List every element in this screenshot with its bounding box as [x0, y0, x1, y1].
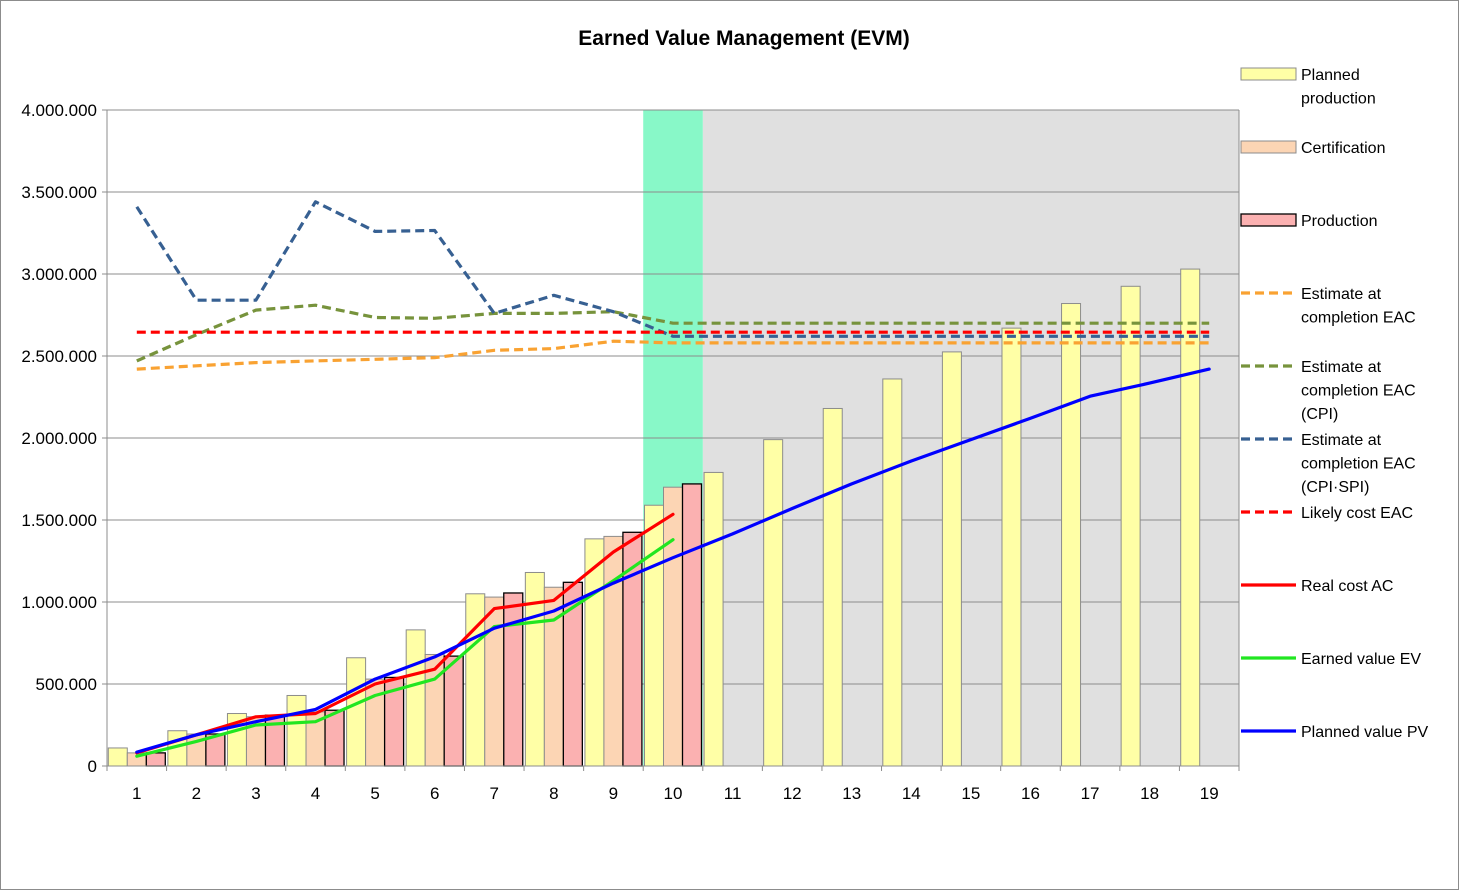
- legend-swatch-planned-production: [1240, 67, 1297, 81]
- y-tick-label: 1.000.000: [21, 593, 97, 612]
- legend-label-line: Estimate at: [1301, 359, 1382, 376]
- bar-planned-production: [1061, 303, 1082, 767]
- legend-label-certification: Certification: [1301, 140, 1385, 157]
- x-tick-label: 9: [609, 784, 618, 803]
- bar-planned-production: [286, 694, 307, 767]
- legend-label-line: Planned: [1301, 67, 1360, 84]
- x-tick-label: 13: [842, 784, 861, 803]
- legend-label-line: Production: [1301, 213, 1378, 230]
- bar-planned-production: [703, 471, 724, 767]
- line-estimate-at-completion-eac-cpi: [136, 303, 1210, 363]
- x-tick-label: 3: [251, 784, 260, 803]
- x-tick-label: 12: [783, 784, 802, 803]
- legend-label-likely-cost-eac: Likely cost EAC: [1301, 505, 1413, 522]
- line-series: [135, 200, 1211, 758]
- legend-label-line: (CPI): [1301, 406, 1338, 423]
- axes: 0 500.000 1.000.000 1.500.000 2.000.000 2.500…: [21, 101, 1240, 803]
- bar-planned-production: [644, 504, 664, 767]
- bar-certification: [663, 486, 683, 767]
- line-earned-value-ev: [135, 538, 675, 758]
- x-tick-label: 6: [430, 784, 439, 803]
- legend-label-line: Estimate at: [1301, 286, 1382, 303]
- bar-planned-production: [763, 439, 784, 767]
- legend-swatch-production: [1240, 213, 1297, 227]
- x-tick-label: 5: [370, 784, 379, 803]
- x-tick-label: 17: [1081, 784, 1100, 803]
- legend-label-line: (CPI·SPI): [1301, 479, 1369, 496]
- bar-production: [443, 655, 464, 767]
- x-tick-label: 4: [311, 784, 320, 803]
- x-tick-label: 8: [549, 784, 558, 803]
- bar-production: [145, 752, 166, 767]
- legend-label-line: completion EAC: [1301, 456, 1416, 473]
- chart-title: Earned Value Management (EVM): [578, 27, 909, 50]
- legend-label-line: completion EAC: [1301, 383, 1416, 400]
- line-estimate-at-completion-eac-cpi-spi: [135, 200, 1210, 338]
- legend-label-real-cost-ac: Real cost AC: [1301, 578, 1393, 595]
- bar-planned-production: [1120, 285, 1141, 767]
- bar-production: [681, 483, 703, 767]
- y-tick-label: 3.500.000: [21, 183, 97, 202]
- bar-planned-production: [822, 407, 843, 767]
- y-tick-label: 0: [88, 757, 97, 776]
- bar-certification: [484, 596, 505, 767]
- legend-label-estimate-at-completion-eac-cpi-spi: Estimate at completion EAC (CPI·SPI): [1301, 432, 1416, 496]
- x-tick-label: 18: [1140, 784, 1159, 803]
- x-tick-label: 7: [490, 784, 499, 803]
- x-tick-label: 16: [1021, 784, 1040, 803]
- legend-label-line: production: [1301, 91, 1376, 108]
- bar-planned-production: [1001, 327, 1022, 767]
- legend: Planned production Certification Production…: [1240, 67, 1429, 741]
- legend-label-line: Earned value EV: [1301, 651, 1421, 668]
- legend-label-estimate-at-completion-eac-cpi: Estimate at completion EAC (CPI): [1301, 359, 1416, 423]
- bar-planned-production: [941, 351, 962, 767]
- bar-planned-production: [346, 657, 367, 767]
- bar-production: [562, 581, 583, 767]
- bar-production: [324, 709, 345, 767]
- x-tick-label: 1: [132, 784, 141, 803]
- legend-label-planned-value-pv: Planned value PV: [1301, 724, 1429, 741]
- y-tick-label: 500.000: [36, 675, 97, 694]
- legend-label-line: completion EAC: [1301, 310, 1416, 327]
- line-real-cost-ac: [135, 512, 675, 755]
- legend-label-line: Likely cost EAC: [1301, 505, 1413, 522]
- x-tick-label: 10: [664, 784, 683, 803]
- line-planned-value-pv: [135, 367, 1211, 754]
- y-tick-label: 3.000.000: [21, 265, 97, 284]
- x-tick-label: 2: [192, 784, 201, 803]
- line-estimate-at-completion-eac: [136, 339, 1210, 371]
- x-tick-label: 19: [1200, 784, 1219, 803]
- legend-label-line: Estimate at: [1301, 432, 1382, 449]
- x-tick-label: 15: [961, 784, 980, 803]
- bar-production: [503, 592, 524, 767]
- y-tick-label: 4.000.000: [21, 101, 97, 120]
- y-tick-label: 2.000.000: [21, 429, 97, 448]
- y-tick-label: 2.500.000: [21, 347, 97, 366]
- legend-label-line: Planned value PV: [1301, 724, 1429, 741]
- bar-planned-production: [107, 747, 128, 767]
- x-tick-label: 14: [902, 784, 921, 803]
- bar-planned-production: [405, 629, 426, 767]
- bar-certification: [603, 535, 624, 767]
- legend-label-line: Certification: [1301, 140, 1385, 157]
- legend-label-earned-value-ev: Earned value EV: [1301, 651, 1421, 668]
- legend-label-planned-production: Planned production: [1301, 67, 1376, 108]
- y-tick-label: 1.500.000: [21, 511, 97, 530]
- x-tick-label: 11: [724, 784, 742, 803]
- legend-swatch-certification: [1240, 140, 1297, 154]
- legend-label-line: Real cost AC: [1301, 578, 1393, 595]
- bar-planned-production: [882, 378, 903, 767]
- legend-label-estimate-at-completion-eac: Estimate at completion EAC: [1301, 286, 1416, 327]
- legend-label-production: Production: [1301, 213, 1378, 230]
